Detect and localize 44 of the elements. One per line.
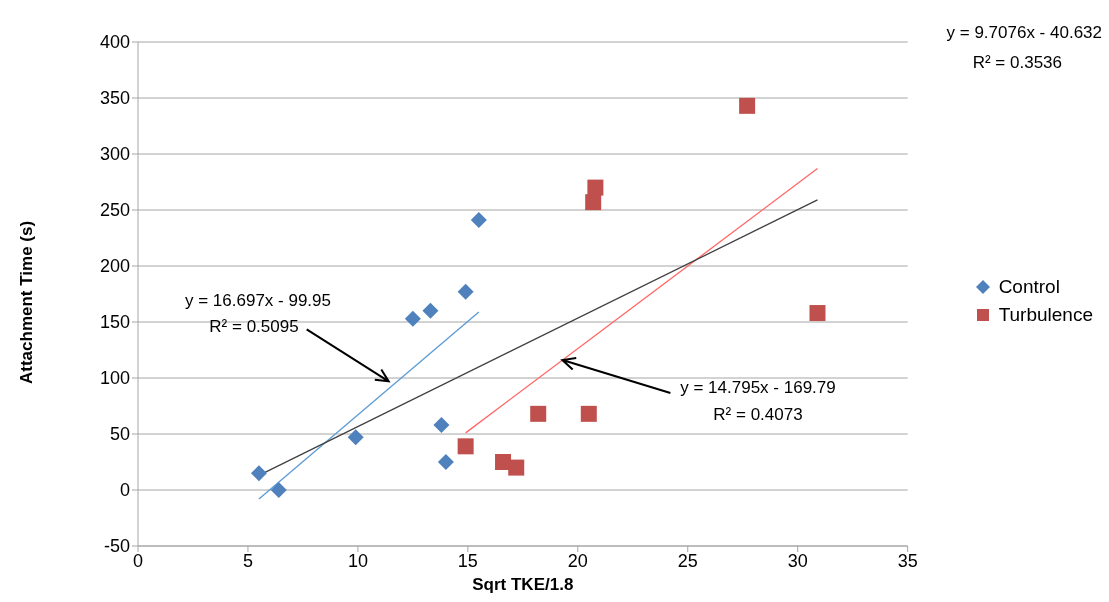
annotation: R² = 0.5095 [209, 317, 299, 336]
point [347, 429, 364, 446]
x-tick-label: 30 [787, 550, 808, 571]
point [508, 459, 525, 476]
y-tick-label: 50 [109, 424, 130, 445]
x-tick-label: 10 [347, 550, 368, 571]
point [250, 465, 267, 482]
point [422, 302, 439, 319]
point [587, 179, 604, 196]
x-tick-label: 5 [242, 550, 253, 571]
y-tick-label: 400 [99, 32, 130, 53]
y-tick-label: 200 [99, 256, 130, 277]
point [404, 310, 421, 327]
y-axis-title: Attachment Time (s) [17, 220, 37, 384]
y-tick-label: 150 [99, 312, 130, 333]
annotation: y = 14.795x - 169.79 [680, 378, 836, 397]
point [739, 97, 756, 114]
y-tick-label: 100 [99, 368, 130, 389]
y-tick-label: 0 [119, 480, 130, 501]
legend-label: Turbulence [998, 304, 1093, 326]
y-tick-label: 350 [99, 88, 130, 109]
text: R² = 0.3536 [972, 53, 1062, 72]
point [270, 482, 287, 498]
y-tick-label: 250 [99, 200, 130, 221]
annotation: R² = 0.4073 [713, 405, 803, 424]
point [470, 212, 487, 229]
annotation: y = 16.697x - 99.95 [184, 291, 332, 310]
x-tick-label: 20 [567, 550, 588, 571]
point [580, 405, 597, 422]
x-tick-label: 0 [132, 550, 144, 571]
point [530, 405, 547, 422]
point [457, 283, 474, 300]
x-tick-label: 35 [897, 550, 918, 571]
point [437, 454, 454, 470]
point [457, 438, 474, 455]
legend-label: Control [998, 276, 1060, 298]
x-tick-label: 15 [457, 550, 478, 571]
x-tick-label: 25 [677, 550, 698, 571]
text: y = 9.7076x - 40.632 [946, 23, 1102, 42]
point [433, 417, 450, 434]
y-tick-label: -50 [103, 536, 130, 557]
x-axis-title: Sqrt TKE/1.8 [472, 575, 574, 594]
y-tick-label: 300 [99, 144, 130, 165]
point [809, 305, 826, 322]
